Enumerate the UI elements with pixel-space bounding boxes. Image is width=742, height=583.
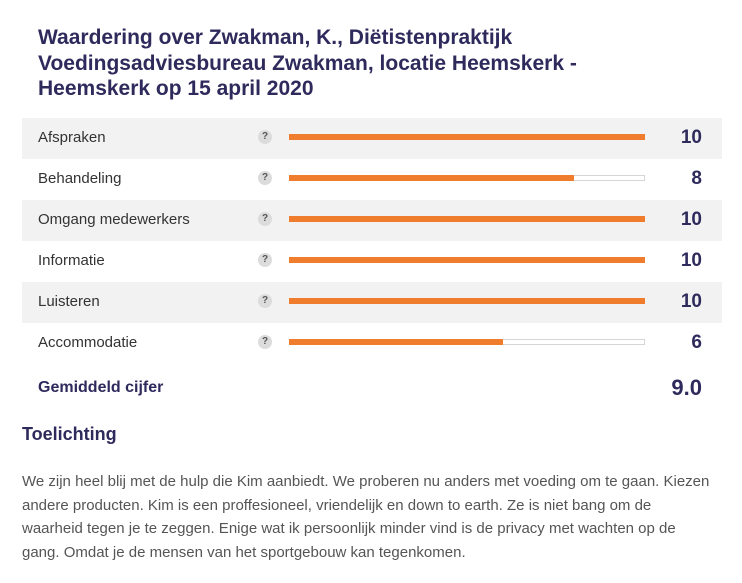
rating-score: 10	[680, 291, 702, 312]
rating-row-accommodatie: Accommodatie ? 6	[22, 323, 722, 364]
rating-bar	[289, 216, 645, 222]
ratings-table: Afspraken ? 10 Behandeling ? 8 Omgang me…	[22, 118, 722, 408]
rating-score: 10	[680, 209, 702, 230]
rating-bar-fill	[289, 175, 574, 181]
rating-label: Afspraken	[38, 129, 106, 146]
rating-label: Behandeling	[38, 170, 122, 187]
rating-bar	[289, 298, 645, 304]
rating-label: Informatie	[38, 252, 105, 269]
average-score: 9.0	[671, 375, 702, 400]
help-icon[interactable]: ?	[258, 130, 272, 144]
help-icon[interactable]: ?	[258, 253, 272, 267]
help-icon[interactable]: ?	[258, 212, 272, 226]
rating-row-omgang-medewerkers: Omgang medewerkers ? 10	[22, 200, 722, 241]
rating-label: Luisteren	[38, 293, 100, 310]
explanation-text: We zijn heel blij met de hulp die Kim aa…	[22, 473, 710, 561]
rating-row-luisteren: Luisteren ? 10	[22, 282, 722, 323]
page-title: Waardering over Zwakman, K., Diëtistenpr…	[38, 26, 577, 100]
rating-bar	[289, 175, 645, 181]
explanation-heading: Toelichting	[22, 424, 117, 444]
rating-label: Accommodatie	[38, 334, 138, 351]
rating-bar-fill	[289, 339, 503, 345]
average-row: Gemiddeld cijfer 9.0	[22, 364, 722, 408]
rating-row-afspraken: Afspraken ? 10	[22, 118, 722, 159]
help-icon[interactable]: ?	[258, 294, 272, 308]
rating-bar-fill	[289, 298, 645, 304]
rating-bar-fill	[289, 216, 645, 222]
rating-row-informatie: Informatie ? 10	[22, 241, 722, 282]
rating-score: 10	[680, 250, 702, 271]
rating-bar	[289, 257, 645, 263]
rating-bar-fill	[289, 134, 645, 140]
rating-bar	[289, 339, 645, 345]
rating-score: 8	[691, 168, 702, 189]
rating-row-behandeling: Behandeling ? 8	[22, 159, 722, 200]
rating-label: Omgang medewerkers	[38, 211, 190, 228]
rating-score: 10	[680, 127, 702, 148]
help-icon[interactable]: ?	[258, 335, 272, 349]
average-label: Gemiddeld cijfer	[38, 379, 164, 396]
rating-score: 6	[691, 332, 702, 353]
rating-bar	[289, 134, 645, 140]
help-icon[interactable]: ?	[258, 171, 272, 185]
rating-bar-fill	[289, 257, 645, 263]
